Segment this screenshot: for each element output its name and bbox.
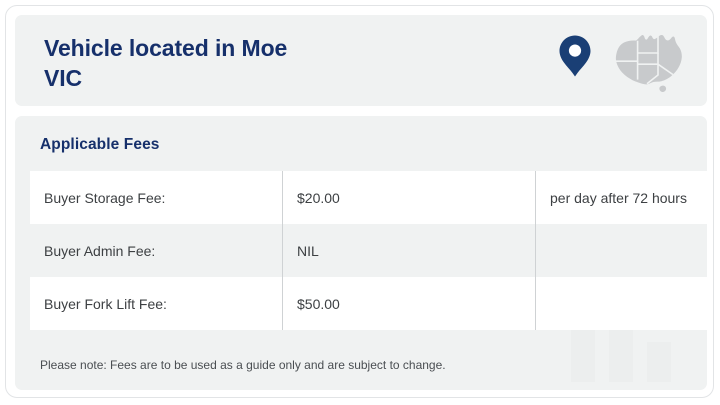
fee-label: Buyer Admin Fee: — [30, 224, 283, 277]
location-header-panel: Vehicle located in Moe VIC — [15, 15, 707, 106]
applicable-fees-table: Buyer Storage Fee: $20.00 per day after … — [30, 171, 707, 330]
fee-amount: $20.00 — [282, 171, 536, 224]
fee-note — [535, 277, 707, 330]
location-pin-icon — [559, 35, 591, 86]
fees-footnote: Please note: Fees are to be used as a gu… — [40, 358, 446, 372]
table-row: Buyer Storage Fee: $20.00 per day after … — [30, 171, 707, 224]
table-row: Buyer Admin Fee: NIL — [30, 224, 707, 277]
fees-card: Vehicle located in Moe VIC — [5, 5, 714, 398]
fee-amount: NIL — [282, 224, 536, 277]
applicable-fees-panel: Applicable Fees Buyer Storage Fee: $20.0… — [15, 116, 707, 390]
location-graphic — [559, 31, 689, 93]
fee-label: Buyer Storage Fee: — [30, 171, 283, 224]
fees-section-heading: Applicable Fees — [40, 136, 160, 153]
fee-note — [535, 224, 707, 277]
table-row: Buyer Fork Lift Fee: $50.00 — [30, 277, 707, 330]
fee-amount: $50.00 — [282, 277, 536, 330]
fee-label: Buyer Fork Lift Fee: — [30, 277, 283, 330]
page-title-line-2: VIC — [44, 65, 83, 91]
australia-map-icon — [607, 31, 689, 100]
page-title: Vehicle located in Moe VIC — [44, 33, 524, 93]
fee-note: per day after 72 hours — [535, 171, 707, 224]
page-title-line-1: Vehicle located in Moe — [44, 35, 288, 61]
